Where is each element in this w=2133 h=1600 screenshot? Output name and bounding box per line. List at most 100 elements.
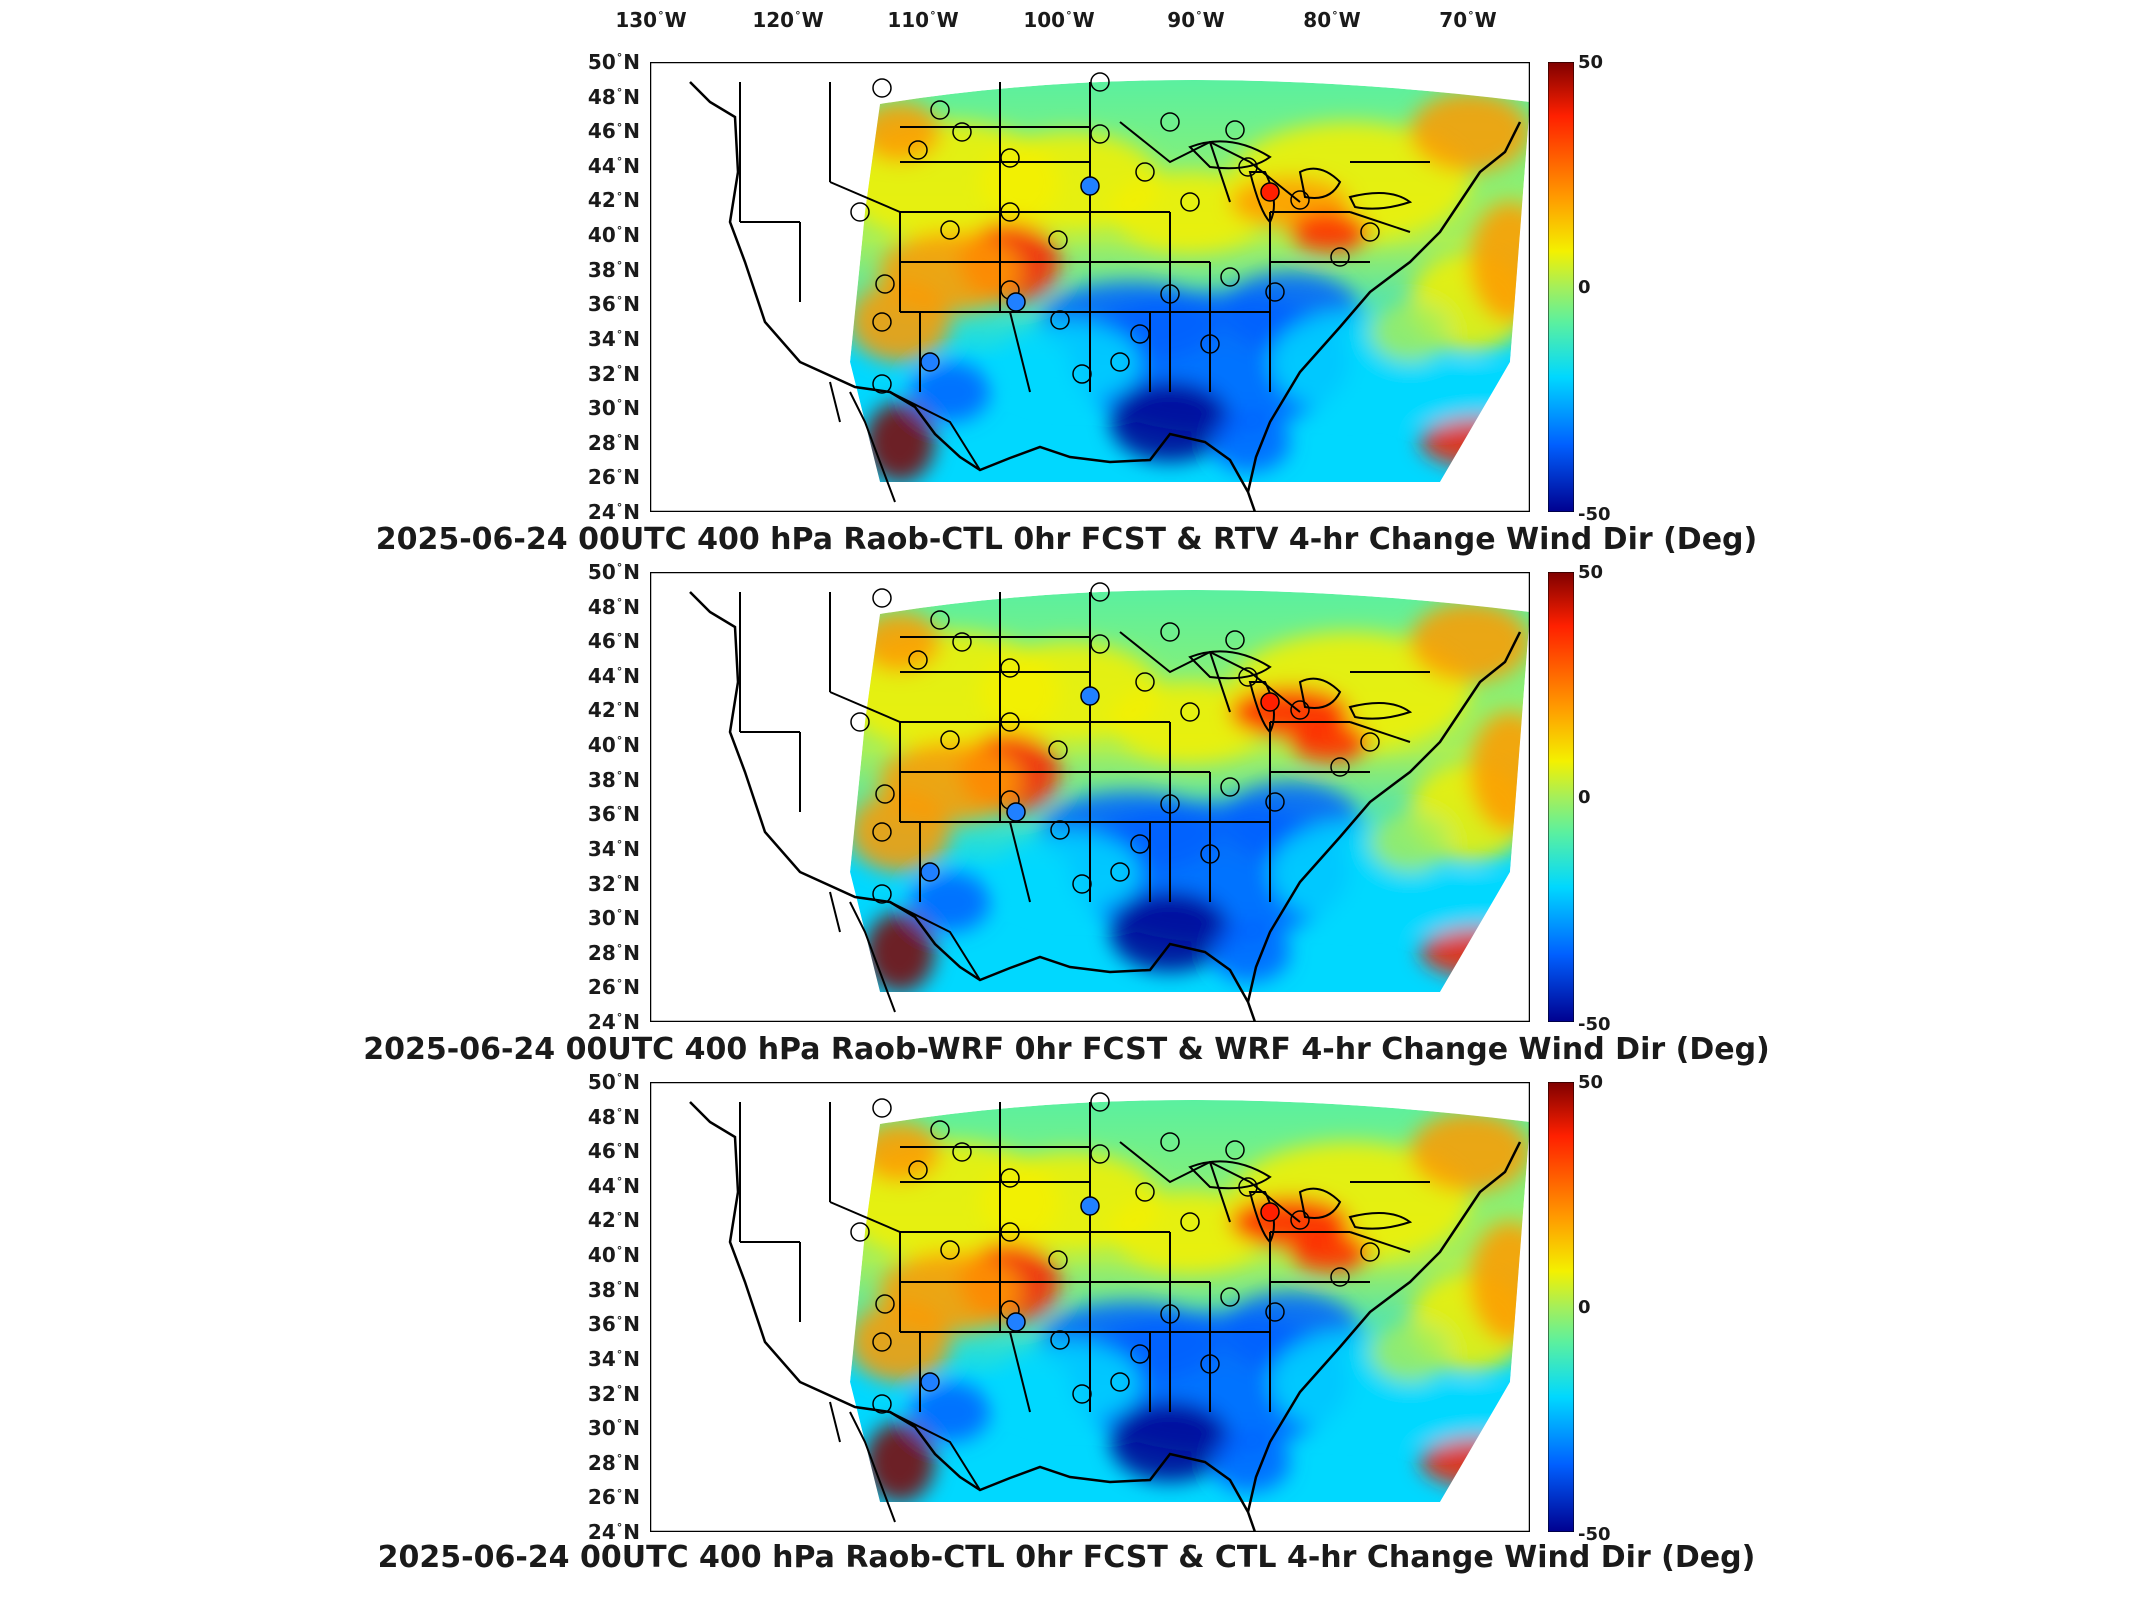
baja-coastline xyxy=(829,891,896,1013)
raob-station-marker xyxy=(1330,247,1350,267)
latitude-tick-label: 44°N xyxy=(587,1173,640,1198)
latitude-tick-label: 40°N xyxy=(587,223,640,248)
raob-station-marker xyxy=(1265,1302,1285,1322)
longitude-tick-label: 130°W xyxy=(615,8,687,32)
raob-station-marker xyxy=(1135,162,1155,182)
raob-station-marker xyxy=(1090,582,1110,602)
map-frame xyxy=(650,1082,1530,1532)
raob-station-marker xyxy=(1220,267,1240,287)
latitude-tick-label: 28°N xyxy=(587,1450,640,1475)
raob-station-marker xyxy=(1225,1140,1245,1160)
raob-station-marker xyxy=(1180,192,1200,212)
latitude-tick-label: 28°N xyxy=(587,430,640,455)
raob-station-marker xyxy=(940,730,960,750)
latitude-tick-label: 26°N xyxy=(587,1485,640,1510)
map-plot xyxy=(650,62,1530,512)
wind-direction-field xyxy=(850,1100,1530,1502)
map-panel: 50°N 48°N 46°N 44°N 42°N 40°N 38°N 36°N 34°N 32°N… xyxy=(0,1060,2133,1570)
colorbar-min-label: -50 xyxy=(1578,504,1611,525)
colorbar-max-label: 50 xyxy=(1578,52,1604,73)
latitude-tick-label: 26°N xyxy=(587,975,640,1000)
raob-station-marker xyxy=(1160,112,1180,132)
great-lake-outline xyxy=(1188,650,1272,680)
raob-station-marker xyxy=(1360,222,1380,242)
colorbar-min-label: -50 xyxy=(1578,1524,1611,1545)
raob-station-marker xyxy=(1180,702,1200,722)
raob-station-marker xyxy=(952,632,972,652)
raob-station-marker xyxy=(1090,634,1110,654)
raob-station-marker xyxy=(1080,686,1100,706)
raob-station-marker xyxy=(1330,757,1350,777)
map-panel: 50°N 48°N 46°N 44°N 42°N 40°N 38°N 36°N 34°N 32°N… xyxy=(0,40,2133,550)
raob-station-marker xyxy=(872,78,892,98)
raob-station-marker xyxy=(1238,157,1258,177)
colorbar-mid-label: 0 xyxy=(1578,1297,1591,1318)
longitude-tick-label: 70°W xyxy=(1439,8,1497,32)
raob-station-marker xyxy=(1225,630,1245,650)
great-lake-outline xyxy=(1348,192,1413,210)
latitude-tick-label: 42°N xyxy=(587,188,640,213)
raob-station-marker xyxy=(908,650,928,670)
colorbar xyxy=(1548,62,1574,512)
raob-station-marker xyxy=(1050,310,1070,330)
raob-station-marker xyxy=(1260,692,1280,712)
latitude-tick-label: 38°N xyxy=(587,1277,640,1302)
colorbar-mid-label: 0 xyxy=(1578,787,1591,808)
raob-station-marker xyxy=(1006,1312,1026,1332)
raob-station-marker xyxy=(1072,364,1092,384)
raob-station-marker xyxy=(1290,1210,1310,1230)
raob-station-marker xyxy=(1265,792,1285,812)
raob-station-marker xyxy=(1260,1202,1280,1222)
raob-station-marker xyxy=(940,220,960,240)
raob-station-marker xyxy=(920,862,940,882)
latitude-tick-label: 36°N xyxy=(587,292,640,317)
panel-title: 2025-06-24 00UTC 400 hPa Raob-CTL 0hr FC… xyxy=(377,1540,1756,1575)
raob-station-marker xyxy=(1200,844,1220,864)
raob-station-marker xyxy=(875,274,895,294)
raob-station-marker xyxy=(1160,794,1180,814)
raob-station-marker xyxy=(1072,1384,1092,1404)
raob-station-marker xyxy=(1260,182,1280,202)
raob-station-marker xyxy=(1160,1132,1180,1152)
panel-title: 2025-06-24 00UTC 400 hPa Raob-WRF 0hr FC… xyxy=(363,1032,1770,1067)
raob-station-marker xyxy=(1006,802,1026,822)
latitude-tick-label: 48°N xyxy=(587,594,640,619)
latitude-tick-label: 32°N xyxy=(587,1381,640,1406)
raob-station-marker xyxy=(1130,834,1150,854)
map-frame xyxy=(650,572,1530,1022)
colorbar-min-label: -50 xyxy=(1578,1014,1611,1035)
latitude-tick-label: 40°N xyxy=(587,733,640,758)
raob-station-marker xyxy=(1360,732,1380,752)
raob-station-marker xyxy=(1048,1250,1068,1270)
latitude-tick-label: 50°N xyxy=(587,560,640,584)
raob-station-marker xyxy=(872,1098,892,1118)
latitude-tick-label: 44°N xyxy=(587,663,640,688)
raob-station-marker xyxy=(1130,324,1150,344)
longitude-tick-label: 100°W xyxy=(1023,8,1095,32)
map-plot xyxy=(650,572,1530,1022)
raob-station-marker xyxy=(908,1160,928,1180)
wind-direction-field xyxy=(850,80,1530,482)
raob-station-marker xyxy=(1080,176,1100,196)
raob-station-marker xyxy=(1110,352,1130,372)
latitude-tick-label: 32°N xyxy=(587,361,640,386)
raob-station-marker xyxy=(1000,1222,1020,1242)
coastline xyxy=(689,591,1522,1022)
latitude-tick-label: 34°N xyxy=(587,836,640,861)
raob-station-marker xyxy=(952,122,972,142)
raob-station-marker xyxy=(952,1142,972,1162)
baja-coastline xyxy=(829,1401,896,1523)
great-lake-outline xyxy=(1298,1187,1342,1219)
raob-station-marker xyxy=(872,884,892,904)
raob-station-marker xyxy=(908,140,928,160)
latitude-tick-label: 48°N xyxy=(587,84,640,109)
coastline xyxy=(689,1101,1522,1532)
raob-station-marker xyxy=(1200,334,1220,354)
colorbar-mid-label: 0 xyxy=(1578,277,1591,298)
raob-station-marker xyxy=(872,1394,892,1414)
latitude-tick-label: 46°N xyxy=(587,1139,640,1164)
raob-station-marker xyxy=(930,100,950,120)
great-lake-outline xyxy=(1188,140,1272,170)
latitude-tick-label: 38°N xyxy=(587,257,640,282)
longitude-tick-label: 120°W xyxy=(752,8,824,32)
